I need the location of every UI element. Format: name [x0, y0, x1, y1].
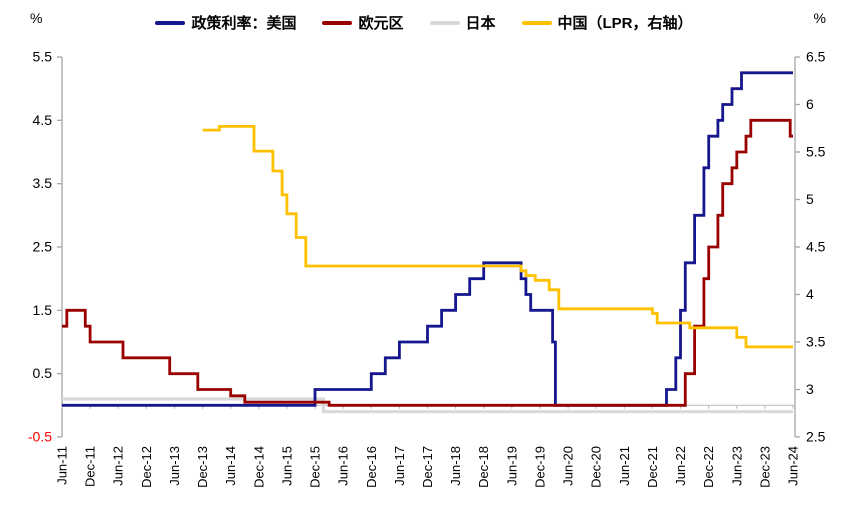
legend-label-china: 中国（LPR，右轴）	[557, 15, 693, 32]
x-axis-tick-label: Dec-21	[645, 446, 660, 488]
x-axis-tick-label: Jun-13	[167, 446, 182, 486]
right-axis-tick-label: 3.5	[806, 334, 826, 350]
legend-item-eurozone: 欧元区	[322, 12, 404, 33]
x-axis-tick-label: Dec-23	[757, 446, 772, 488]
eurozone-line-swatch	[322, 20, 353, 25]
chart-legend: 政策利率：美国 欧元区 日本 中国（LPR，右轴）	[0, 12, 848, 33]
left-axis-tick-label: 2.5	[33, 239, 53, 255]
x-axis-tick-label: Jun-24	[786, 446, 801, 486]
left-axis-unit-label: %	[30, 10, 43, 26]
series-line-japan	[62, 397, 793, 414]
right-axis-tick-label: 6.5	[806, 49, 826, 65]
right-axis-tick-label: 5.5	[806, 144, 826, 160]
x-axis-tick-label: Dec-22	[701, 446, 716, 488]
series-line-eurozone	[62, 118, 793, 407]
left-axis-tick-label: 4.5	[33, 112, 53, 128]
legend-label-japan: 日本	[465, 15, 496, 32]
x-axis-tick-label: Dec-19	[532, 446, 547, 488]
x-axis-tick-label: Jun-11	[55, 446, 70, 485]
x-axis-tick-label: Jun-14	[223, 446, 238, 486]
x-axis-tick-label: Dec-20	[589, 446, 604, 488]
x-axis-tick-label: Dec-15	[308, 446, 323, 488]
japan-line-swatch	[429, 20, 460, 25]
x-axis-tick-label: Jun-23	[729, 446, 744, 486]
left-axis-tick-label: 0.5	[33, 365, 53, 381]
left-axis-tick-label: 5.5	[33, 49, 53, 65]
x-axis-tick-label: Dec-17	[420, 446, 435, 488]
left-axis-tick-label: -0.5	[28, 429, 52, 445]
left-axis-tick-label: 1.5	[33, 302, 53, 318]
series-line-us	[62, 71, 793, 407]
legend-item-china: 中国（LPR，右轴）	[521, 12, 693, 33]
right-axis-tick-label: 2.5	[806, 429, 826, 445]
right-axis-unit-label: %	[813, 10, 826, 26]
x-axis-tick-label: Jun-15	[279, 446, 294, 486]
legend-label-us: 政策利率：美国	[191, 15, 297, 32]
x-axis-tick-label: Jun-19	[504, 446, 519, 486]
legend-item-japan: 日本	[429, 12, 496, 33]
right-axis-tick-label: 3	[806, 381, 814, 397]
x-axis-tick-label: Jun-20	[561, 446, 576, 486]
us-line-swatch	[155, 20, 186, 25]
x-axis-tick-label: Dec-18	[476, 446, 491, 488]
x-axis-tick-label: Jun-16	[336, 446, 351, 486]
x-axis-tick-label: Dec-12	[139, 446, 154, 488]
right-axis-tick-label: 5	[806, 191, 814, 207]
right-axis-tick-label: 4	[806, 286, 814, 302]
right-axis-tick-label: 6	[806, 96, 814, 112]
x-axis-tick-label: Dec-11	[83, 446, 98, 487]
left-axis-tick-label: 3.5	[33, 175, 53, 191]
legend-item-us: 政策利率：美国	[155, 12, 296, 33]
china-line-swatch	[521, 20, 552, 25]
x-axis-tick-label: Jun-22	[673, 446, 688, 486]
x-axis-tick-label: Jun-21	[617, 446, 632, 486]
x-axis-tick-label: Dec-13	[195, 446, 210, 488]
right-axis-tick-label: 4.5	[806, 239, 826, 255]
x-axis-tick-label: Dec-16	[364, 446, 379, 488]
legend-label-eurozone: 欧元区	[358, 15, 404, 32]
x-axis-tick-label: Jun-12	[111, 446, 126, 486]
series-line-china	[202, 125, 793, 349]
x-axis-tick-label: Dec-14	[251, 446, 266, 488]
x-axis-tick-label: Jun-17	[392, 446, 407, 486]
x-axis-tick-label: Jun-18	[448, 446, 463, 486]
